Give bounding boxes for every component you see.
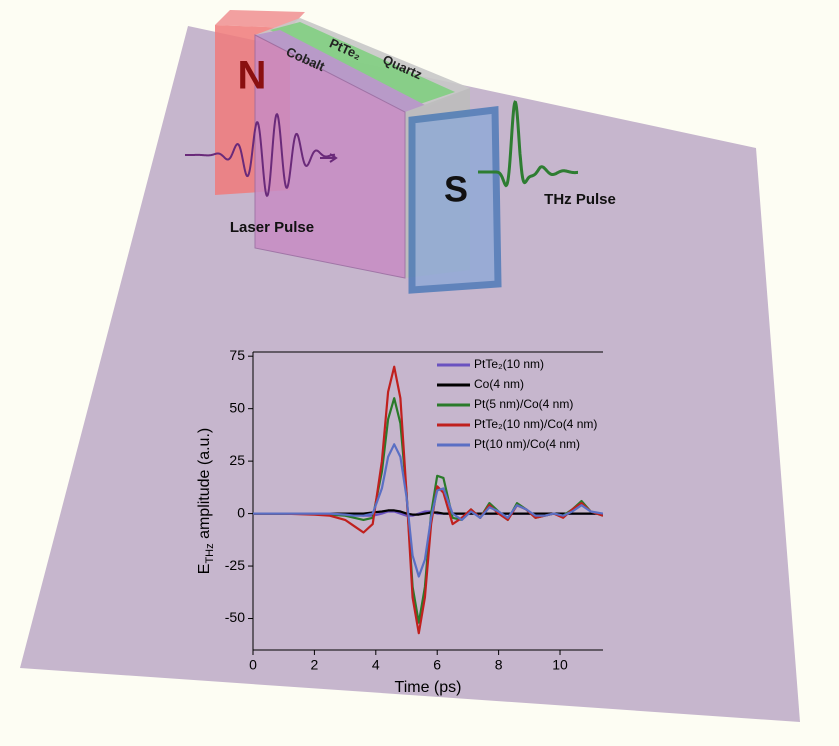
y-axis-title: ETHz amplitude (a.u.) bbox=[196, 428, 216, 574]
y-tick-label: 75 bbox=[229, 347, 245, 363]
legend-label: Pt(10 nm)/Co(4 nm) bbox=[474, 437, 580, 451]
plot-area: PtTe₂(10 nm) Co(4 nm) Pt(5 nm)/Co(4 nm) PtT… bbox=[253, 357, 603, 635]
label-n: N bbox=[238, 54, 267, 98]
label-thz: THz Pulse bbox=[544, 191, 616, 208]
ptte2-top bbox=[270, 22, 455, 104]
y-title-rest: amplitude (a.u.) bbox=[196, 428, 213, 544]
y-tick-label: 0 bbox=[237, 504, 245, 520]
magnet-top bbox=[215, 10, 305, 28]
x-tick-label: 2 bbox=[311, 657, 319, 673]
label-laser: Laser Pulse bbox=[230, 219, 314, 236]
y-tick-label: -50 bbox=[225, 609, 245, 625]
cobalt-top bbox=[255, 30, 425, 112]
x-tick-label: 4 bbox=[372, 657, 380, 673]
y-tick-label: 50 bbox=[229, 399, 245, 415]
x-tick-label: 0 bbox=[249, 657, 257, 673]
chart: Time (ps) ETHz amplitude (a.u.) -50 -25 0 2… bbox=[196, 347, 603, 696]
thz-pulse bbox=[478, 100, 578, 188]
legend-label: Pt(5 nm)/Co(4 nm) bbox=[474, 397, 573, 411]
label-s: S bbox=[444, 169, 468, 210]
magnet-s bbox=[408, 106, 502, 294]
y-title-sub: THz bbox=[204, 543, 216, 563]
x-axis-title: Time (ps) bbox=[395, 679, 462, 696]
series-line bbox=[253, 443, 603, 578]
x-tick-label: 8 bbox=[495, 657, 503, 673]
legend-label: PtTe₂(10 nm) bbox=[474, 357, 544, 371]
legend-label: Co(4 nm) bbox=[474, 377, 524, 391]
legend-label: PtTe₂(10 nm)/Co(4 nm) bbox=[474, 417, 597, 431]
y-title-main: E bbox=[196, 564, 213, 575]
x-tick-label: 10 bbox=[552, 657, 568, 673]
laser-pulse bbox=[185, 112, 338, 198]
series-line bbox=[253, 509, 603, 516]
y-tick-label: -25 bbox=[225, 557, 245, 573]
y-tick-label: 25 bbox=[229, 452, 245, 468]
background-panel bbox=[20, 26, 800, 722]
x-tick-label: 6 bbox=[433, 657, 441, 673]
